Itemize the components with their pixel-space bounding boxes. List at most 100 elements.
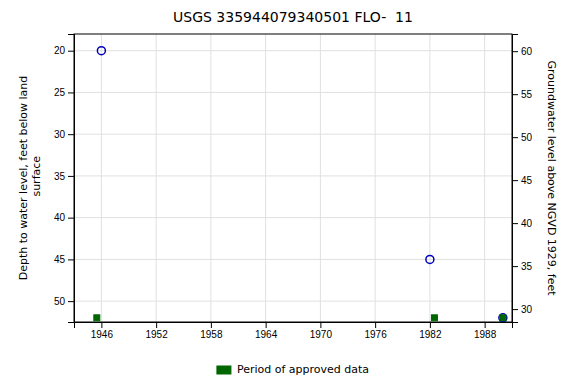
- tick-label: 35: [521, 261, 533, 272]
- legend-label: Period of approved data: [237, 363, 369, 376]
- tick-mark: [320, 322, 321, 328]
- tick-label: 1976: [365, 329, 388, 340]
- point-circle: [97, 47, 105, 55]
- grid-line: [320, 34, 321, 322]
- series: [94, 315, 506, 321]
- tick: 55: [512, 89, 533, 100]
- tick-mark: [68, 92, 74, 93]
- tick: 30: [54, 129, 74, 140]
- tick-mark: [211, 322, 212, 328]
- tick: 60: [512, 46, 533, 57]
- tick-label: 1946: [91, 329, 114, 340]
- tick-mark: [485, 322, 486, 328]
- title: USGS 335944079340501 FLO- 11: [173, 9, 413, 25]
- grid-line: [74, 134, 512, 135]
- tick-label: 1958: [200, 329, 223, 340]
- tick: 1946: [91, 322, 114, 340]
- tick-mark: [68, 218, 74, 219]
- grid-line: [74, 50, 512, 51]
- tick-label: 50: [54, 296, 66, 307]
- tick-mark: [512, 94, 518, 95]
- tick-label: 30: [521, 304, 533, 315]
- axis-domain: [513, 35, 519, 323]
- marks: [94, 47, 507, 322]
- tick: 1952: [146, 322, 169, 340]
- tick-label: 30: [54, 129, 66, 140]
- tick-mark: [430, 322, 431, 328]
- tick-label: 25: [54, 87, 66, 98]
- axis-domain: [75, 323, 513, 329]
- tick-mark: [512, 137, 518, 138]
- tick: 35: [512, 261, 533, 272]
- plot-frame: [74, 34, 512, 322]
- tick: 50: [54, 296, 74, 307]
- tick: 40: [512, 218, 533, 229]
- grid-line: [74, 301, 512, 302]
- tick: 1964: [255, 322, 278, 340]
- grid: [74, 34, 512, 322]
- tick-mark: [266, 322, 267, 328]
- tick-label: 45: [54, 254, 66, 265]
- tick-label: 55: [521, 89, 533, 100]
- grid-line: [156, 34, 157, 322]
- point-circle: [426, 255, 434, 263]
- tick-mark: [375, 322, 376, 328]
- point-square: [94, 315, 100, 321]
- tick: 1988: [474, 322, 497, 340]
- point-circle: [499, 314, 507, 322]
- tick-label: 50: [521, 132, 533, 143]
- point-square: [431, 315, 437, 321]
- tick-label: 35: [54, 171, 66, 182]
- tick: 1976: [365, 322, 388, 340]
- grid-line: [210, 34, 211, 322]
- tick-mark: [512, 266, 518, 267]
- tick-label: 1964: [255, 329, 278, 340]
- grid-line: [74, 259, 512, 260]
- tick: 45: [54, 254, 74, 265]
- tick-mark: [68, 134, 74, 135]
- y-axis: 20 25 30 35 40 45 50: [54, 35, 75, 323]
- tick-mark: [512, 223, 518, 224]
- grid-line: [265, 34, 266, 322]
- grid-line: [101, 34, 102, 322]
- tick-mark: [101, 322, 102, 328]
- tick: 20: [54, 45, 74, 56]
- tick: 1970: [310, 322, 333, 340]
- tick-mark: [68, 259, 74, 260]
- plot: 1946 1952 1958 1964 1970 1976 1982 1988 20 25 30 35…: [54, 34, 533, 340]
- tick: 1982: [419, 322, 442, 340]
- grid-line: [74, 217, 512, 218]
- tick-label: 45: [521, 175, 533, 186]
- point-square: [500, 315, 506, 321]
- legend: Period of approved data: [217, 363, 369, 376]
- grid-line: [484, 34, 485, 322]
- chart: 1946 1952 1958 1964 1970 1976 1982 1988 20 25 30 35…: [0, 0, 576, 384]
- tick-mark: [68, 51, 74, 52]
- legend-item: Period of approved data: [217, 363, 369, 376]
- grid-line: [429, 34, 430, 322]
- grid-line: [375, 34, 376, 322]
- tick-label: 40: [521, 218, 533, 229]
- series: [97, 47, 507, 322]
- tick: 50: [512, 132, 533, 143]
- tick-label: 1982: [419, 329, 442, 340]
- tick-label: 40: [54, 212, 66, 223]
- tick: 35: [54, 171, 74, 182]
- tick: 1958: [200, 322, 223, 340]
- grid-line: [74, 175, 512, 176]
- y-axis-label-line: surface: [30, 156, 43, 200]
- tick: 40: [54, 212, 74, 223]
- tick-label: 1970: [310, 329, 333, 340]
- tick-mark: [68, 301, 74, 302]
- grid-line: [74, 92, 512, 93]
- x-axis: 1946 1952 1958 1964 1970 1976 1982 1988: [75, 322, 513, 340]
- tick: 45: [512, 175, 533, 186]
- y2-axis: 60 55 50 45 40 35 30: [512, 35, 533, 323]
- tick-mark: [512, 51, 518, 52]
- tick-label: 1988: [474, 329, 497, 340]
- tick-label: 60: [521, 46, 533, 57]
- y2-axis-label: Groundwater level above NGVD 1929, feet: [545, 60, 558, 296]
- tick: 30: [512, 304, 533, 315]
- y-axis-label: Depth to water level, feet below land su…: [17, 76, 43, 281]
- tick-mark: [68, 176, 74, 177]
